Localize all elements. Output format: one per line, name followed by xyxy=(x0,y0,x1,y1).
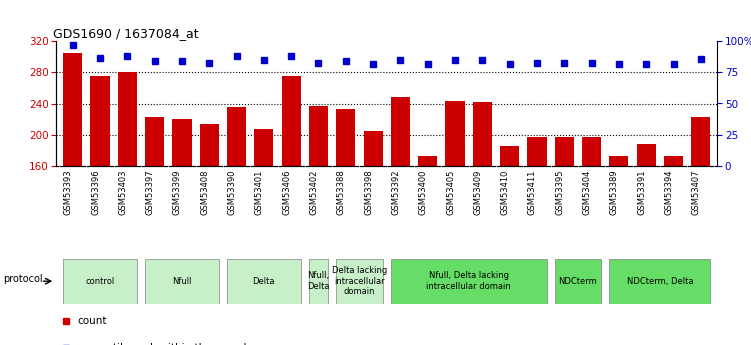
Text: GSM53392: GSM53392 xyxy=(391,170,400,215)
Text: GSM53406: GSM53406 xyxy=(282,170,291,215)
Text: GSM53402: GSM53402 xyxy=(309,170,318,215)
Bar xyxy=(63,53,83,290)
Text: GSM53391: GSM53391 xyxy=(637,170,646,215)
Bar xyxy=(309,259,328,304)
Text: GSM53403: GSM53403 xyxy=(119,170,128,215)
Bar xyxy=(500,146,519,290)
Text: GSM53396: GSM53396 xyxy=(91,170,100,215)
Bar xyxy=(527,137,547,290)
Text: GSM53399: GSM53399 xyxy=(173,170,182,215)
Bar xyxy=(555,259,601,304)
Text: control: control xyxy=(86,277,115,286)
Bar xyxy=(118,72,137,290)
Bar xyxy=(664,156,683,290)
Text: GSM53400: GSM53400 xyxy=(419,170,428,215)
Text: Nfull,
Delta: Nfull, Delta xyxy=(307,272,330,291)
Text: GSM53395: GSM53395 xyxy=(555,170,564,215)
Text: GSM53404: GSM53404 xyxy=(583,170,592,215)
Bar xyxy=(200,125,219,290)
Bar xyxy=(145,117,164,290)
Text: GSM53401: GSM53401 xyxy=(255,170,264,215)
Bar xyxy=(227,259,300,304)
Bar xyxy=(363,131,383,290)
Text: GSM53393: GSM53393 xyxy=(64,170,73,215)
Text: GSM53398: GSM53398 xyxy=(364,170,373,215)
Text: Delta: Delta xyxy=(252,277,275,286)
Bar xyxy=(255,129,273,290)
Text: Nfull: Nfull xyxy=(172,277,192,286)
Bar xyxy=(691,117,710,290)
Text: count: count xyxy=(77,316,107,326)
Text: GSM53389: GSM53389 xyxy=(610,170,619,215)
Text: Nfull, Delta lacking
intracellular domain: Nfull, Delta lacking intracellular domai… xyxy=(427,272,511,291)
Bar xyxy=(145,259,219,304)
Text: GSM53397: GSM53397 xyxy=(146,170,155,215)
Bar xyxy=(391,259,547,304)
Text: GSM53408: GSM53408 xyxy=(201,170,210,215)
Bar xyxy=(555,137,574,290)
Text: GSM53410: GSM53410 xyxy=(501,170,510,215)
Bar xyxy=(473,102,492,290)
Text: GSM53394: GSM53394 xyxy=(665,170,674,215)
Bar xyxy=(418,156,437,290)
Bar xyxy=(309,106,328,290)
Text: GSM53411: GSM53411 xyxy=(528,170,537,215)
Bar xyxy=(336,109,355,290)
Bar xyxy=(391,97,410,290)
Bar xyxy=(173,119,192,290)
Bar xyxy=(609,259,710,304)
Text: NDCterm, Delta: NDCterm, Delta xyxy=(626,277,693,286)
Text: protocol: protocol xyxy=(3,274,43,284)
Text: GSM53388: GSM53388 xyxy=(336,170,345,216)
Bar xyxy=(336,259,383,304)
Bar xyxy=(90,76,110,290)
Text: GSM53407: GSM53407 xyxy=(692,170,701,215)
Text: GSM53409: GSM53409 xyxy=(473,170,482,215)
Bar xyxy=(63,259,137,304)
Text: Delta lacking
intracellular
domain: Delta lacking intracellular domain xyxy=(332,266,387,296)
Bar xyxy=(282,76,300,290)
Bar xyxy=(637,144,656,290)
Text: percentile rank within the sample: percentile rank within the sample xyxy=(77,343,253,345)
Text: GDS1690 / 1637084_at: GDS1690 / 1637084_at xyxy=(53,27,199,40)
Text: NDCterm: NDCterm xyxy=(559,277,597,286)
Text: GSM53390: GSM53390 xyxy=(228,170,237,215)
Bar xyxy=(609,156,629,290)
Bar xyxy=(227,107,246,290)
Bar xyxy=(582,137,601,290)
Text: GSM53405: GSM53405 xyxy=(446,170,455,215)
Bar xyxy=(445,101,465,290)
